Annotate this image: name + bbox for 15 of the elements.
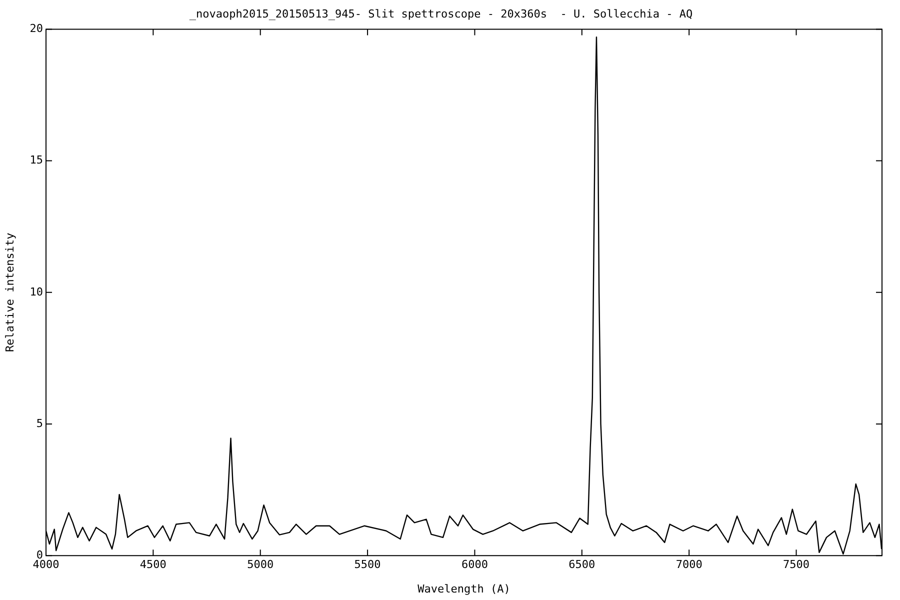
y-tick-label: 10 [30,285,43,298]
x-tick-label: 5000 [247,558,274,572]
x-tick-label: 4500 [140,558,166,572]
x-tick-label: 7000 [676,558,702,572]
chart-title: _novaoph2015_20150513_945- Slit spettroscope - 20x360s - U. Sollecchia - AQ [189,7,693,20]
x-tick-label: 4000 [32,558,60,572]
y-tick-label: 5 [36,416,43,430]
x-tick-label: 6000 [461,558,488,572]
y-tick-label: 20 [30,22,43,36]
x-tick-label: 7500 [783,558,810,572]
y-tick-label: 15 [30,154,43,167]
x-axis-title: Wavelength (A) [418,582,510,596]
y-axis-title: Relative intensity [3,232,16,352]
x-tick-label: 5500 [354,558,381,572]
x-tick-label: 6500 [568,558,596,572]
